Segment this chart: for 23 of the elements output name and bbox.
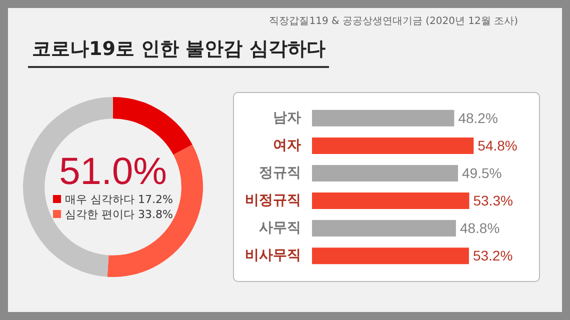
y-tick-label: 정규직 bbox=[259, 164, 301, 181]
data-label: 53.2% bbox=[472, 248, 513, 264]
y-tick-label: 남자 bbox=[273, 110, 301, 126]
y-tick-label: 비사무직 bbox=[245, 247, 301, 264]
y-tick-label: 여자 bbox=[273, 137, 301, 154]
text: 직장갑질119 & 공공상생연대기금 (2020년 12월 조사) bbox=[269, 15, 518, 28]
legend-label: 매우 심각하다 17.2% bbox=[64, 192, 173, 207]
chart-title: 코로나19로 인한 불안감 심각하다 bbox=[28, 36, 330, 68]
data-label: 49.5% bbox=[462, 165, 502, 182]
text: 51.0% bbox=[59, 151, 167, 193]
data-label: 48.2% bbox=[458, 110, 498, 126]
bar bbox=[312, 192, 470, 210]
y-tick-label: 비정규직 bbox=[245, 192, 301, 208]
legend-label: 심각한 편이다 33.8% bbox=[64, 207, 173, 222]
data-label: 53.3% bbox=[473, 192, 513, 209]
data-label: 54.8% bbox=[478, 138, 518, 154]
bar bbox=[312, 164, 458, 182]
bar bbox=[312, 248, 469, 264]
bar bbox=[312, 137, 474, 154]
bar bbox=[312, 220, 456, 237]
bar bbox=[312, 110, 454, 126]
data-label: 48.8% bbox=[460, 220, 500, 236]
y-tick-label: 사무직 bbox=[259, 220, 301, 236]
